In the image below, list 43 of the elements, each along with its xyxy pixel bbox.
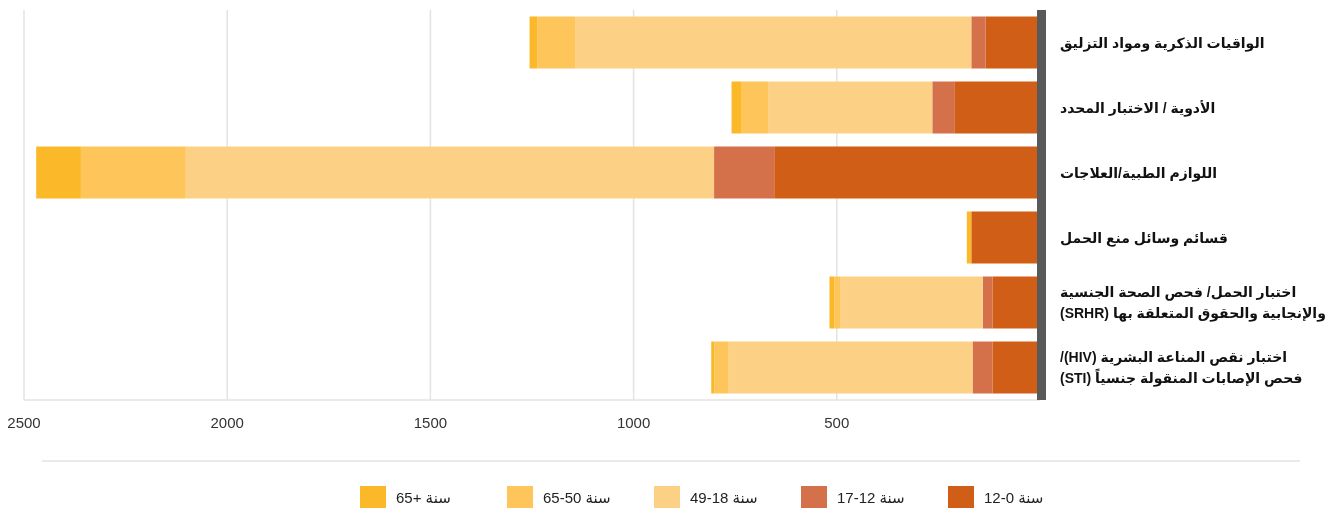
- x-tick-label: 1000: [616, 414, 651, 431]
- bar: [971, 211, 1040, 264]
- bar: [529, 16, 538, 69]
- y-tick-label: الأدوية / الاختبار المحدد: [1060, 99, 1216, 117]
- bar: [768, 81, 933, 134]
- bar: [966, 211, 972, 264]
- bar: [992, 341, 1040, 394]
- bar: [185, 146, 715, 199]
- bar: [985, 16, 1040, 69]
- bar: [971, 16, 986, 69]
- bar: [714, 146, 775, 199]
- x-tick-label: 2500: [7, 414, 41, 431]
- bar: [829, 276, 835, 329]
- bar: [992, 276, 1040, 329]
- y-tick-label: اللوازم الطبية/العلاجات: [1060, 164, 1218, 182]
- y-tick-label: اختبار نقص المناعة البشرية (HIV)/ فحص الإصابات المنقولة جنسياً (STI): [1060, 349, 1303, 387]
- bar: [731, 81, 742, 134]
- x-tick-label: 500: [824, 414, 850, 431]
- bar: [954, 81, 1040, 134]
- bar: [840, 276, 983, 329]
- legend-label: سنة 18-49: [690, 489, 758, 506]
- bar: [711, 341, 715, 394]
- legend-label: سنة 50-65: [543, 489, 611, 506]
- bar: [982, 276, 993, 329]
- bar: [537, 16, 576, 69]
- bar: [834, 276, 841, 329]
- legend-label: سنة +65: [396, 489, 451, 506]
- y-tick-label: قسائم وسائل منع الحمل: [1060, 229, 1229, 247]
- legend-label: سنة 12-17: [837, 489, 905, 506]
- bar: [575, 16, 972, 69]
- legend-label: سنة 0-12: [984, 489, 1044, 506]
- bar: [714, 341, 729, 394]
- y-tick-label: اختبار الحمل/ فحص الصحة الجنسية والإنجابية والحقوق المتعلقة بها (SRHR): [1060, 284, 1326, 322]
- bar: [932, 81, 955, 134]
- bar: [36, 146, 81, 199]
- bar: [728, 341, 973, 394]
- bar: [80, 146, 186, 199]
- bar: [774, 146, 1040, 199]
- x-tick-label: 2000: [210, 414, 244, 431]
- bar: [741, 81, 769, 134]
- y-tick-label: الواقيات الذكرية ومواد التزليق: [1060, 34, 1265, 52]
- x-tick-label: 1500: [413, 414, 448, 431]
- bar: [972, 341, 993, 394]
